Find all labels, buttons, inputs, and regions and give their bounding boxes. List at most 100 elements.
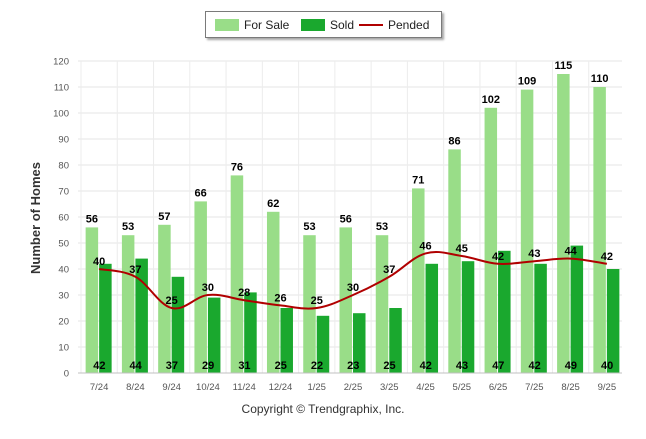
data-label-pended: 25 (311, 295, 323, 307)
bar-for-sale[interactable] (121, 235, 135, 373)
bar-for-sale[interactable] (266, 211, 280, 373)
legend-label-for-sale: For Sale (244, 18, 290, 32)
bar-sold[interactable] (606, 269, 620, 373)
y-axis-title: Number of Homes (28, 162, 43, 274)
legend-item-for-sale[interactable]: For Sale (215, 17, 289, 33)
data-label-pended: 30 (347, 282, 359, 294)
data-label-pended: 46 (419, 240, 431, 252)
y-tick-label: 30 (58, 291, 69, 302)
x-tick-label: 6/25 (489, 382, 508, 393)
x-tick-label: 12/24 (269, 382, 293, 393)
bar-sold[interactable] (534, 263, 547, 373)
y-tick-label: 20 (58, 317, 69, 328)
data-label-sold: 29 (202, 360, 214, 372)
bar-for-sale[interactable] (448, 149, 461, 373)
data-label-sold: 40 (601, 360, 613, 372)
x-tick-label: 4/25 (416, 382, 435, 393)
bar-sold[interactable] (280, 308, 293, 373)
y-tick-label: 80 (58, 161, 69, 172)
bar-sold[interactable] (498, 250, 511, 373)
data-label-sold: 25 (383, 360, 395, 372)
bar-for-sale[interactable] (593, 87, 606, 373)
data-label-sold: 25 (275, 360, 287, 372)
legend: For Sale Sold Pended (205, 11, 442, 38)
data-label-for-sale: 53 (376, 221, 388, 233)
data-label-sold: 31 (238, 360, 250, 372)
data-label-sold: 42 (93, 360, 105, 372)
bar-sold[interactable] (353, 313, 366, 373)
data-label-pended: 37 (129, 264, 141, 276)
x-tick-label: 11/24 (233, 382, 256, 393)
data-label-pended: 28 (238, 287, 250, 299)
x-tick-label: 1/25 (307, 382, 326, 393)
data-label-for-sale: 56 (86, 213, 98, 225)
line-pended[interactable] (98, 250, 608, 310)
x-tick-label: 9/24 (162, 382, 181, 393)
bar-sold[interactable] (135, 258, 148, 373)
data-label-pended: 45 (456, 243, 468, 255)
bar-sold[interactable] (316, 315, 330, 373)
data-label-for-sale: 86 (448, 135, 460, 147)
data-label-sold: 37 (166, 360, 178, 372)
bar-for-sale[interactable] (557, 74, 570, 373)
bar-sold[interactable] (99, 263, 112, 373)
data-label-for-sale: 115 (554, 60, 572, 72)
data-label-for-sale: 53 (122, 221, 134, 233)
data-label-for-sale: 56 (340, 213, 352, 225)
bar-sold[interactable] (389, 308, 402, 373)
y-tick-label: 50 (58, 239, 69, 250)
data-label-sold: 43 (456, 360, 468, 372)
x-tick-label: 2/25 (344, 382, 363, 393)
legend-swatch-for-sale (215, 19, 239, 31)
bar-sold[interactable] (570, 245, 584, 373)
x-tick-label: 5/25 (453, 382, 472, 393)
data-label-pended: 44 (564, 246, 577, 258)
bar-for-sale[interactable] (158, 224, 171, 373)
y-tick-label: 90 (58, 135, 69, 146)
y-tick-label: 0 (64, 369, 69, 380)
data-label-for-sale: 109 (518, 76, 536, 88)
bar-for-sale[interactable] (230, 175, 244, 373)
data-label-sold: 42 (528, 360, 540, 372)
bar-for-sale[interactable] (194, 201, 207, 373)
x-tick-label: 9/25 (598, 382, 617, 393)
data-label-for-sale: 66 (195, 187, 207, 199)
y-tick-label: 70 (58, 187, 69, 198)
bar-for-sale[interactable] (520, 89, 534, 373)
data-label-sold: 22 (311, 360, 323, 372)
data-label-pended: 26 (274, 292, 286, 304)
y-tick-label: 110 (54, 83, 69, 94)
x-tick-label: 3/25 (380, 382, 399, 393)
data-label-sold: 44 (130, 360, 143, 372)
data-label-for-sale: 62 (267, 198, 279, 210)
y-tick-label: 10 (58, 343, 69, 354)
x-tick-label: 10/24 (196, 382, 220, 393)
y-tick-label: 120 (53, 57, 69, 68)
x-tick-label: 7/24 (90, 382, 109, 393)
legend-swatch-sold (301, 19, 325, 31)
bar-sold[interactable] (207, 297, 221, 373)
bar-for-sale[interactable] (339, 227, 353, 373)
bar-layer (85, 74, 620, 374)
x-tick-label: 7/25 (525, 382, 544, 393)
bar-sold[interactable] (425, 263, 439, 373)
data-label-for-sale: 76 (231, 161, 243, 173)
bar-for-sale[interactable] (85, 227, 99, 373)
bar-for-sale[interactable] (303, 235, 316, 373)
data-label-pended: 42 (601, 251, 613, 263)
bar-for-sale[interactable] (375, 235, 389, 373)
bar-for-sale[interactable] (412, 188, 425, 373)
legend-item-pended[interactable]: Pended (359, 17, 429, 33)
legend-item-sold[interactable]: Sold (301, 17, 354, 33)
data-label-for-sale: 57 (158, 211, 170, 223)
bar-for-sale[interactable] (484, 107, 498, 374)
data-label-for-sale: 102 (482, 94, 500, 106)
bar-sold[interactable] (244, 292, 257, 373)
x-tick-label: 8/25 (561, 382, 580, 393)
bar-sold[interactable] (461, 261, 475, 373)
data-label-for-sale: 71 (412, 174, 424, 186)
bar-sold[interactable] (171, 276, 185, 373)
y-tick-label: 100 (53, 109, 69, 120)
